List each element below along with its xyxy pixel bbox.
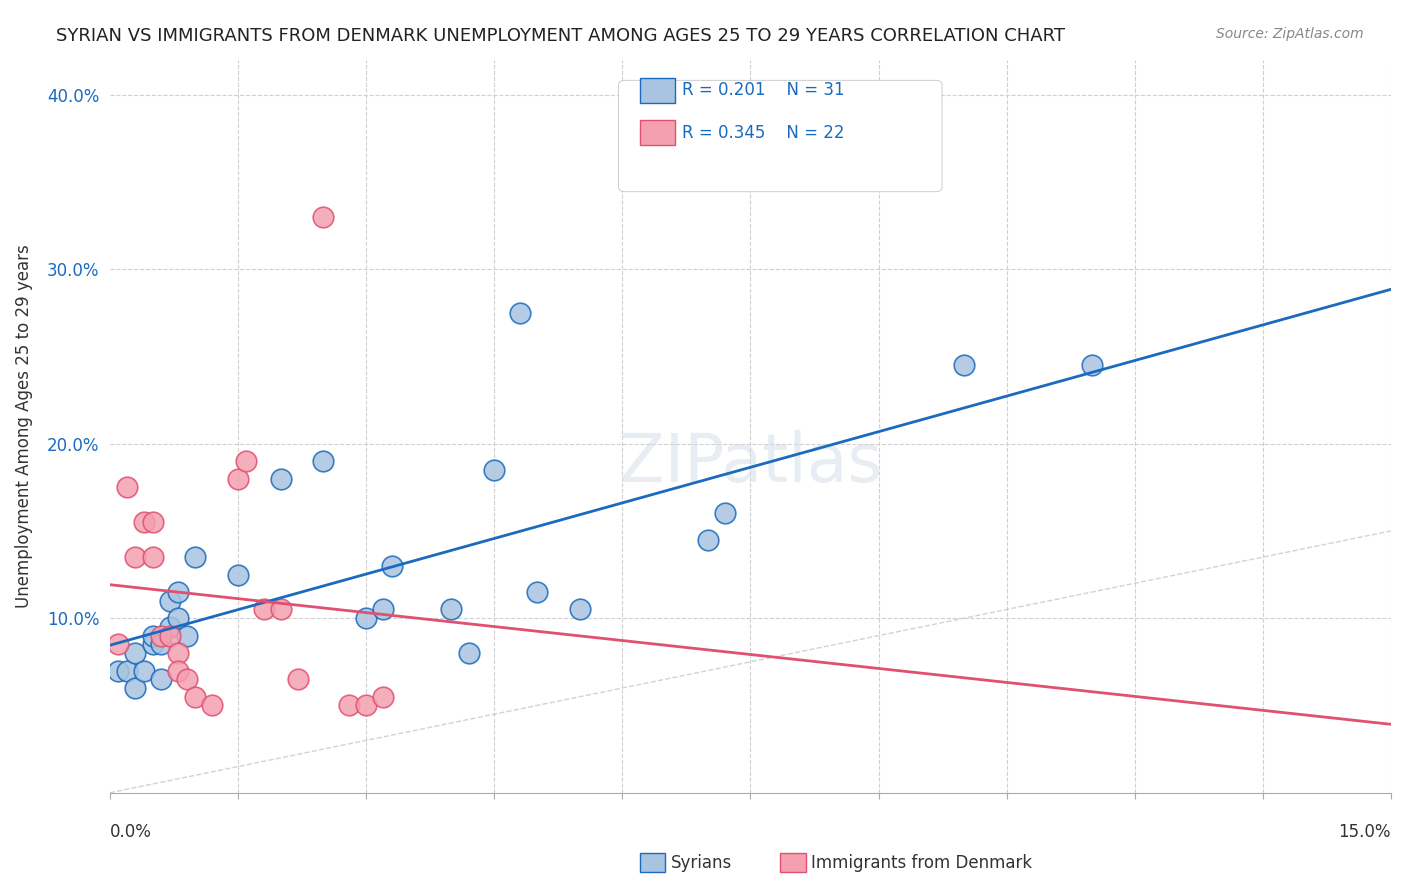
Point [167, 611, 190, 625]
Point [482, 463, 505, 477]
Text: Immigrants from Denmark: Immigrants from Denmark [811, 854, 1032, 871]
Y-axis label: Unemployment Among Ages 25 to 29 years: Unemployment Among Ages 25 to 29 years [15, 244, 32, 608]
Point [337, 698, 360, 713]
Point [354, 698, 377, 713]
Point [176, 629, 198, 643]
Point [381, 558, 404, 573]
Point [1081, 358, 1104, 372]
Point [184, 550, 207, 565]
Point [141, 637, 163, 651]
Point [141, 515, 163, 529]
Text: R = 0.201    N = 31: R = 0.201 N = 31 [682, 81, 845, 99]
Point [141, 550, 163, 565]
Point [457, 646, 479, 660]
Point [159, 620, 181, 634]
Text: SYRIAN VS IMMIGRANTS FROM DENMARK UNEMPLOYMENT AMONG AGES 25 TO 29 YEARS CORRELA: SYRIAN VS IMMIGRANTS FROM DENMARK UNEMPL… [56, 27, 1066, 45]
Point [440, 602, 463, 616]
Point [150, 673, 173, 687]
Point [226, 567, 249, 582]
Point [124, 681, 146, 695]
Point [696, 533, 718, 547]
Text: Source: ZipAtlas.com: Source: ZipAtlas.com [1216, 27, 1364, 41]
Point [526, 585, 548, 599]
Point [132, 515, 155, 529]
Point [568, 602, 591, 616]
Point [132, 664, 155, 678]
Point [252, 602, 274, 616]
Point [167, 585, 190, 599]
Point [124, 646, 146, 660]
Point [107, 637, 129, 651]
Point [115, 480, 138, 494]
Point [270, 471, 292, 485]
Point [167, 646, 190, 660]
Text: ZIPatlas: ZIPatlas [619, 430, 882, 496]
Point [124, 550, 146, 565]
Point [354, 611, 377, 625]
Point [312, 454, 335, 468]
Text: 0.0%: 0.0% [110, 823, 152, 841]
Point [713, 507, 735, 521]
Point [184, 690, 207, 704]
Point [141, 629, 163, 643]
Point [371, 602, 394, 616]
Point [150, 637, 173, 651]
Point [953, 358, 976, 372]
Point [150, 629, 173, 643]
Text: R = 0.345    N = 22: R = 0.345 N = 22 [682, 124, 845, 142]
Point [226, 471, 249, 485]
Point [371, 690, 394, 704]
Point [115, 664, 138, 678]
Text: Syrians: Syrians [671, 854, 733, 871]
Point [159, 629, 181, 643]
Point [159, 593, 181, 607]
Point [167, 664, 190, 678]
Point [235, 454, 257, 468]
Point [201, 698, 224, 713]
Point [287, 673, 309, 687]
Text: 15.0%: 15.0% [1339, 823, 1391, 841]
Point [509, 306, 531, 320]
Point [270, 602, 292, 616]
Point [312, 210, 335, 224]
Point [107, 664, 129, 678]
Point [176, 673, 198, 687]
